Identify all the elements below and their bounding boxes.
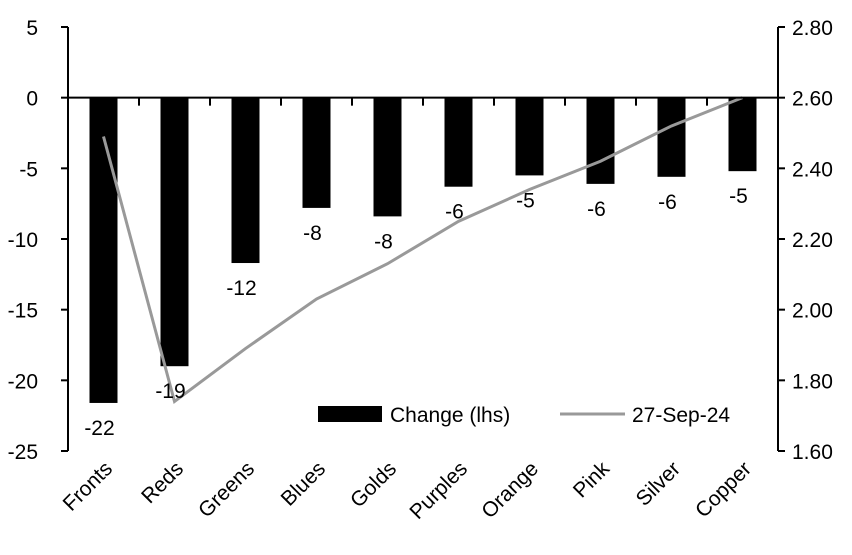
bar bbox=[89, 97, 118, 403]
legend-bar-swatch bbox=[318, 406, 382, 422]
right-tick-label: 1.80 bbox=[792, 370, 833, 393]
bar bbox=[728, 97, 757, 172]
bar bbox=[160, 97, 189, 367]
legend: Change (lhs) 27-Sep-24 bbox=[318, 404, 730, 427]
right-tick-label: 2.40 bbox=[792, 158, 833, 181]
left-tick-label: -10 bbox=[8, 229, 38, 252]
data-label: -6 bbox=[658, 191, 677, 214]
category-label: Fronts bbox=[59, 457, 117, 515]
left-tick-label: -5 bbox=[19, 158, 38, 181]
category-label: Copper bbox=[691, 457, 756, 522]
bar bbox=[586, 97, 615, 184]
category-label: Purples bbox=[405, 457, 472, 524]
category-label: Reds bbox=[137, 457, 188, 508]
left-tick-label: -20 bbox=[8, 370, 38, 393]
legend-bar-label: Change (lhs) bbox=[390, 404, 510, 427]
category-label: Greens bbox=[194, 457, 259, 522]
data-label: -6 bbox=[445, 201, 464, 224]
bar bbox=[302, 97, 331, 208]
data-label: -22 bbox=[84, 417, 114, 440]
legend-line-label: 27-Sep-24 bbox=[632, 404, 730, 427]
data-label: -5 bbox=[729, 185, 748, 208]
left-tick-label: -25 bbox=[8, 441, 38, 464]
bar bbox=[373, 97, 402, 217]
category-label: Orange bbox=[477, 457, 543, 523]
bar bbox=[657, 97, 686, 177]
right-tick-label: 2.00 bbox=[792, 300, 833, 323]
data-label: -12 bbox=[226, 277, 256, 300]
right-tick-label: 2.20 bbox=[792, 229, 833, 252]
right-tick-label: 1.60 bbox=[792, 441, 833, 464]
category-label: Silver bbox=[632, 457, 685, 510]
bar bbox=[231, 97, 260, 264]
data-label: -5 bbox=[516, 189, 535, 212]
data-label: -8 bbox=[374, 230, 393, 253]
right-tick-label: 2.80 bbox=[792, 17, 833, 40]
bar bbox=[515, 97, 544, 176]
data-label: -6 bbox=[587, 198, 606, 221]
category-label: Blues bbox=[277, 457, 330, 510]
left-tick-label: 5 bbox=[26, 17, 38, 40]
category-label: Pink bbox=[569, 457, 615, 503]
category-label: Golds bbox=[346, 457, 401, 512]
left-tick-label: -15 bbox=[8, 300, 38, 323]
left-tick-label: 0 bbox=[26, 88, 38, 111]
data-label: -8 bbox=[303, 222, 322, 245]
line-series bbox=[102, 96, 744, 405]
right-tick-label: 2.60 bbox=[792, 88, 833, 111]
data-label: -19 bbox=[155, 380, 185, 403]
bar bbox=[444, 97, 473, 187]
